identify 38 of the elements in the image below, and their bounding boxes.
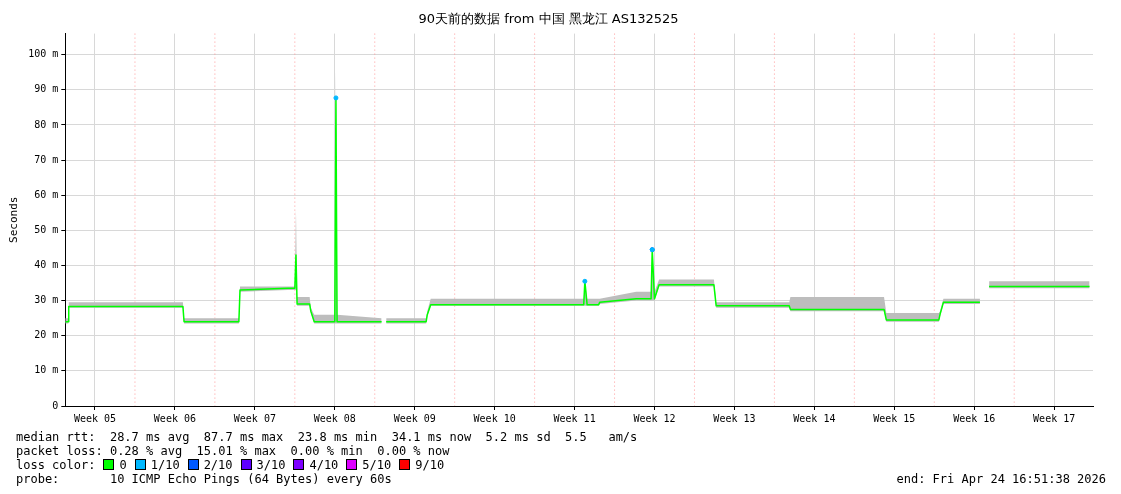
x-tick-label: Week 11 <box>553 412 596 424</box>
x-tick-label: Week 06 <box>153 412 196 424</box>
x-tick-label: Week 17 <box>1033 412 1076 424</box>
x-tick-label: Week 16 <box>953 412 996 424</box>
x-tick-label: Week 10 <box>473 412 516 424</box>
text: probe: 10 ICMP Echo Pings (64 Bytes) every 60s <box>16 472 392 486</box>
y-tick-label: 90 m <box>34 83 59 95</box>
y-tick-label: 70 m <box>34 153 59 165</box>
x-tick-label: Week 15 <box>873 412 916 424</box>
y-tick-label: 10 m <box>34 364 59 376</box>
legend-label: 1/10 <box>150 458 180 472</box>
y-tick-label: 20 m <box>34 329 59 341</box>
x-tick-label: Week 12 <box>633 412 676 424</box>
x-tick-label: Week 13 <box>713 412 756 424</box>
text: packet loss: 0.28 % avg 15.01 % max 0.00 % min 0.00 % now <box>16 444 451 458</box>
text: 4/10 <box>309 458 339 472</box>
chart-title: 90天前的数据 from 中国 黑龙江 AS132525 <box>418 11 679 27</box>
legend-label: 2/10 <box>203 458 233 472</box>
text: 9/10 <box>415 458 445 472</box>
x-tick-label: Week 09 <box>393 412 436 424</box>
legend-title: loss color: <box>16 458 96 472</box>
y-tick-label: 100 m <box>28 48 59 60</box>
y-tick-label: 80 m <box>34 118 59 130</box>
y-tick-label: 0 <box>52 399 59 411</box>
text: median rtt: 28.7 ms avg 87.7 ms max 23.8 ms min 34.1 ms now 5.2 ms sd 5.5 am/s <box>16 430 639 444</box>
y-tick-label: 30 m <box>34 294 59 306</box>
x-tick-label: Week 08 <box>313 412 356 424</box>
text: end: Fri Apr 24 16:51:38 2026 <box>896 472 1106 486</box>
y-tick-label: 50 m <box>34 223 59 235</box>
text: 3/10 <box>256 458 286 472</box>
legend-label: 0 <box>119 458 127 472</box>
y-tick-label: 60 m <box>34 188 59 200</box>
text: 5/10 <box>362 458 392 472</box>
x-tick-label: Week 14 <box>793 412 836 424</box>
x-tick-label: Week 05 <box>73 412 117 424</box>
x-tick-label: Week 07 <box>233 412 276 424</box>
y-axis-title: Seconds <box>7 196 21 243</box>
y-tick-label: 40 m <box>34 259 59 271</box>
